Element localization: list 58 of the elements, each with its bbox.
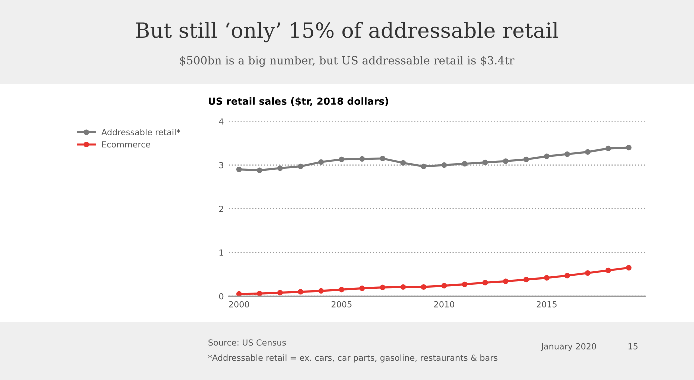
point	[278, 290, 284, 296]
text: *Addressable retail = ex. cars, car parts, gasoline, restaurants & bars	[208, 354, 498, 363]
text: January 2020	[540, 343, 596, 352]
x-tick-label: 2015	[536, 301, 557, 308]
point	[318, 159, 324, 166]
point	[360, 286, 366, 292]
y-tick-label: 3	[219, 162, 224, 169]
text: 15	[628, 344, 638, 350]
point	[400, 160, 406, 166]
y-tick-label: 4	[219, 118, 224, 125]
y-tick-label: 2	[219, 206, 224, 212]
y-tick-label: 1	[220, 250, 224, 256]
point	[544, 275, 550, 281]
point	[360, 156, 366, 162]
point	[298, 289, 304, 295]
point	[482, 160, 488, 166]
point	[585, 270, 591, 276]
point	[421, 284, 427, 290]
point	[626, 145, 632, 151]
source-note: Source: US Census	[208, 340, 286, 346]
point	[421, 164, 427, 170]
point	[236, 166, 242, 172]
chart-title: But still ‘only’ 15% of addressable retail	[136, 22, 558, 43]
point	[626, 265, 632, 271]
chart-subtitle: $500bn is a big number, but US addressable retail is $3.4tr	[180, 56, 515, 68]
point	[442, 283, 448, 289]
point	[544, 154, 550, 160]
point	[400, 284, 406, 290]
point	[380, 284, 386, 290]
point	[257, 168, 263, 174]
point	[585, 149, 591, 155]
point	[278, 166, 284, 172]
point	[564, 273, 570, 279]
point	[318, 288, 324, 294]
x-tick-label: 2000	[229, 301, 250, 308]
y-axis-title: US retail sales ($tr, 2018 dollars)	[209, 98, 388, 106]
point	[606, 268, 612, 274]
point	[524, 156, 530, 162]
point	[462, 161, 468, 167]
point	[524, 277, 530, 283]
point	[503, 278, 509, 284]
point	[339, 156, 345, 162]
point	[606, 146, 612, 152]
point	[462, 282, 468, 288]
point	[503, 158, 509, 164]
point	[257, 291, 263, 296]
point	[236, 291, 242, 296]
point	[564, 152, 570, 158]
legend-label: Ecommerce	[102, 142, 150, 148]
x-tick-label: 2010	[434, 301, 454, 308]
y-tick-label: 0	[219, 293, 224, 300]
point	[482, 280, 488, 286]
point	[380, 156, 386, 162]
legend-label: Addressable retail*	[102, 129, 181, 136]
x-tick-label: 2005	[332, 301, 352, 308]
point	[298, 164, 304, 170]
point	[339, 287, 345, 293]
point	[442, 162, 448, 168]
